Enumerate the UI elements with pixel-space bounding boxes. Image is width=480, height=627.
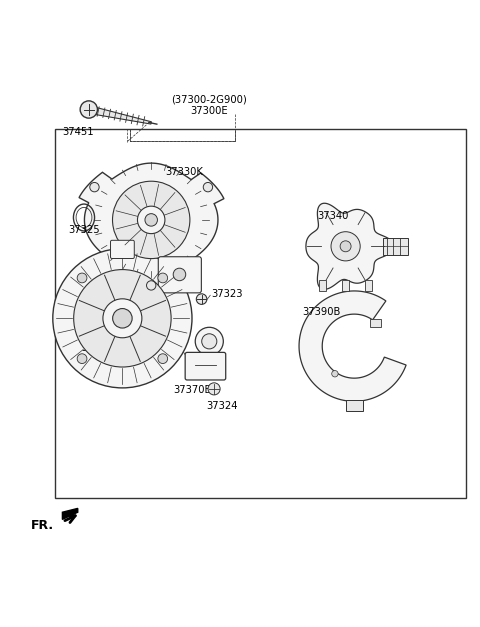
Circle shape [137, 206, 165, 234]
Text: 37324: 37324 [206, 401, 238, 411]
Text: 37323: 37323 [211, 289, 243, 299]
Circle shape [331, 232, 360, 261]
Circle shape [113, 308, 132, 328]
Text: 37451: 37451 [62, 127, 94, 137]
Text: (37300-2G900)
37300E: (37300-2G900) 37300E [171, 95, 247, 117]
Circle shape [158, 354, 168, 364]
Circle shape [77, 354, 87, 364]
Polygon shape [79, 163, 224, 284]
FancyBboxPatch shape [110, 240, 134, 258]
Circle shape [195, 327, 223, 356]
Text: 37370B: 37370B [174, 386, 212, 395]
Circle shape [103, 299, 142, 338]
Polygon shape [88, 106, 152, 124]
Text: 37340: 37340 [317, 211, 348, 221]
Text: 37360E: 37360E [82, 343, 120, 353]
Bar [370, 319, 381, 327]
Circle shape [203, 182, 213, 192]
Circle shape [173, 268, 186, 281]
Bar [346, 400, 362, 411]
Text: 37330K: 37330K [166, 167, 204, 177]
Circle shape [80, 101, 97, 118]
Bar [319, 280, 326, 291]
Circle shape [146, 281, 156, 290]
FancyBboxPatch shape [158, 256, 202, 293]
Circle shape [332, 371, 338, 377]
Circle shape [90, 182, 99, 192]
Circle shape [53, 249, 192, 388]
Circle shape [158, 273, 168, 283]
Text: 37325: 37325 [69, 226, 100, 236]
Polygon shape [62, 508, 78, 519]
Bar [342, 280, 349, 291]
Polygon shape [299, 291, 406, 401]
Bar [365, 280, 372, 291]
Circle shape [145, 214, 157, 226]
FancyBboxPatch shape [185, 352, 226, 380]
Circle shape [112, 181, 190, 258]
Polygon shape [306, 203, 395, 289]
Bar [55, 129, 466, 498]
Circle shape [74, 270, 171, 367]
Circle shape [202, 334, 217, 349]
Text: FR.: FR. [31, 519, 54, 532]
Circle shape [196, 294, 207, 304]
Circle shape [208, 383, 220, 395]
Circle shape [77, 273, 87, 283]
Bar [383, 238, 408, 255]
Text: 37390B: 37390B [302, 307, 341, 317]
Circle shape [340, 241, 351, 252]
